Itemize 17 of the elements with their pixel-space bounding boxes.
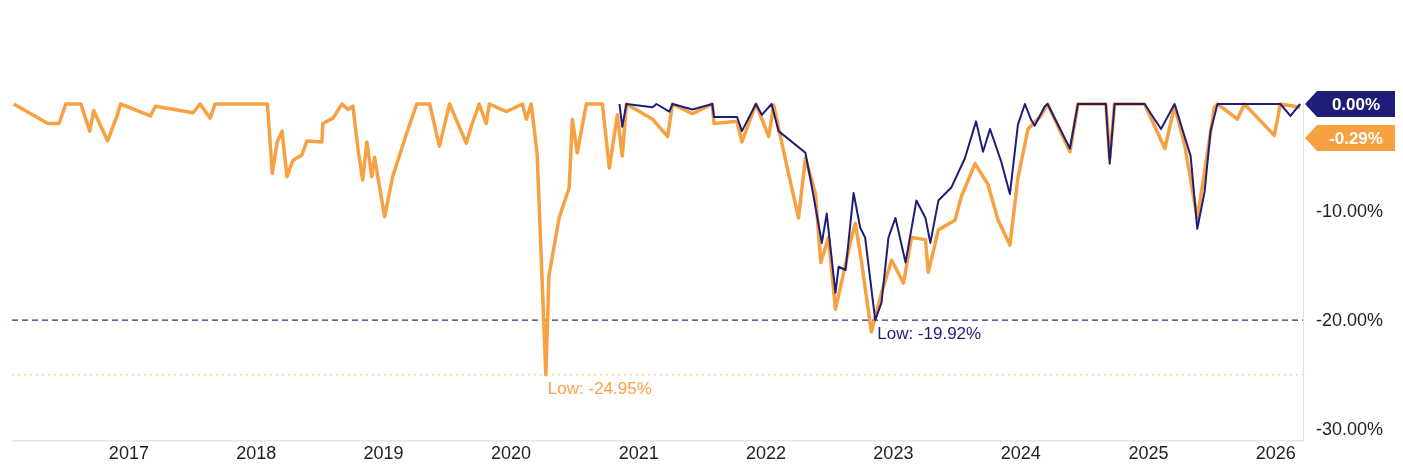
annotation: Low: -24.95%: [547, 378, 652, 398]
x-tick-label: 2022: [745, 443, 787, 464]
x-tick-label: 2023: [873, 443, 914, 464]
x-tick-label: 2025: [1128, 443, 1169, 464]
x-tick-label: 2019: [363, 443, 404, 464]
annotation: 0.00%: [1331, 94, 1381, 114]
x-tick-label: 2026: [1255, 443, 1296, 464]
annotation: -0.29%: [1329, 128, 1383, 148]
annotation: Low: -19.92%: [877, 324, 982, 344]
x-tick-label: 2024: [1000, 443, 1041, 464]
y-tick-label: -10.00%: [1316, 201, 1384, 222]
y-tick-label: -30.00%: [1316, 418, 1384, 439]
x-tick-label: 2018: [236, 443, 277, 464]
x-tick-label: 2020: [490, 443, 531, 464]
y-tick-label: -20.00%: [1316, 310, 1384, 330]
x-tick-label: 2021: [618, 443, 659, 464]
x-tick-label: 2017: [108, 443, 149, 464]
